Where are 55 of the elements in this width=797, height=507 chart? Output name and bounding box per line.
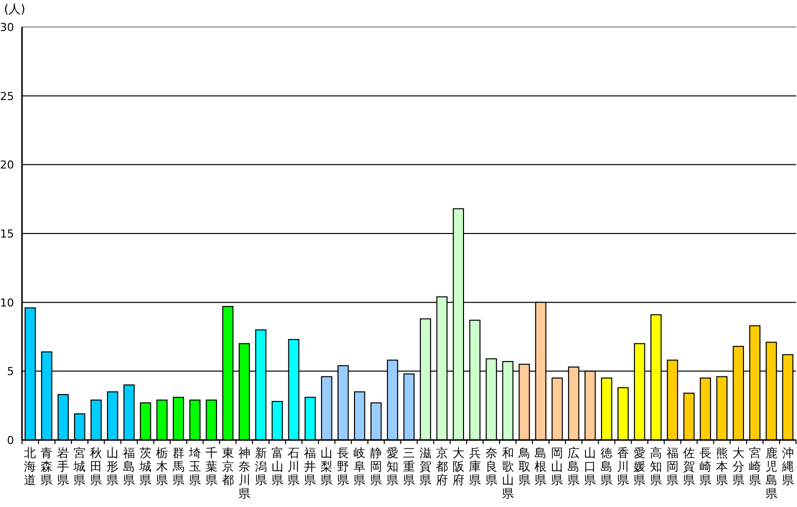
x-tick-label: 茨城県 [138,446,152,487]
y-tick-label: 30 [0,21,14,34]
x-tick-label: 長野県 [337,446,350,487]
x-tick-label: 京都府 [436,446,448,487]
x-tick-label: 埼玉県 [188,446,201,487]
x-tick-label: 愛知県 [386,446,399,487]
x-tick-label: 大分県 [732,446,744,487]
x-tick-label: 三重県 [403,446,415,487]
x-tick-label: 栃木県 [156,446,168,487]
x-tick-label: 山形県 [106,446,119,487]
x-tick-label: 長崎県 [699,446,712,487]
x-tick-label: 宮城県 [72,446,86,487]
x-tick-label: 熊本県 [716,446,728,487]
x-tick-label: 岡山県 [551,446,564,487]
x-tick-label: 新潟県 [254,446,267,487]
x-tick-label: 島根県 [534,446,547,487]
x-tick-label: 千葉県 [205,446,218,487]
x-tick-label: 愛媛県 [634,446,646,487]
x-tick-label: 大阪府 [452,446,464,487]
x-tick-label: 佐賀県 [682,446,695,487]
x-tick-label: 静岡県 [370,446,382,487]
y-axis-title: (人) [4,2,26,16]
x-tick-label: 鹿児島県 [765,446,778,500]
x-tick-label: 広島県 [568,446,580,487]
x-tick-label: 沖縄県 [780,446,794,487]
x-tick-label: 東京都 [222,446,234,487]
x-tick-label: 和歌山県 [502,446,514,500]
x-tick-label: 鳥取県 [517,446,530,487]
y-tick-label: 0 [7,434,14,447]
x-tick-label: 宮崎県 [748,446,761,487]
y-tick-label: 5 [7,365,14,378]
x-tick-label: 秋田県 [90,446,102,487]
x-tick-label: 兵庫県 [468,446,481,487]
x-tick-label: 山口県 [584,446,596,487]
x-tick-label: 群馬県 [171,446,184,487]
x-tick-label: 岐阜県 [354,446,366,487]
x-tick-label: 福井県 [304,446,316,487]
y-tick-label: 15 [0,228,14,240]
x-tick-label: 青森県 [40,446,53,487]
x-tick-label: 香川県 [617,446,630,487]
x-tick-label: 高知県 [650,446,662,487]
x-tick-label: 富山県 [271,446,284,487]
x-tick-label: 北海道 [24,446,36,487]
y-tick-label: 25 [0,90,14,103]
x-tick-label: 徳島県 [600,446,613,487]
x-tick-label: 神奈川県 [238,446,250,500]
x-tick-label: 滋賀県 [419,446,432,487]
x-tick-label: 奈良県 [485,446,498,487]
y-tick-label: 10 [0,296,14,310]
x-tick-label: 福岡県 [666,446,678,487]
x-tick-label: 福島県 [123,446,136,487]
x-tick-label: 岩手県 [57,446,70,487]
y-tick-label: 20 [0,158,14,172]
x-tick-label: 山梨県 [320,446,333,487]
x-tick-label: 石川県 [288,446,300,487]
